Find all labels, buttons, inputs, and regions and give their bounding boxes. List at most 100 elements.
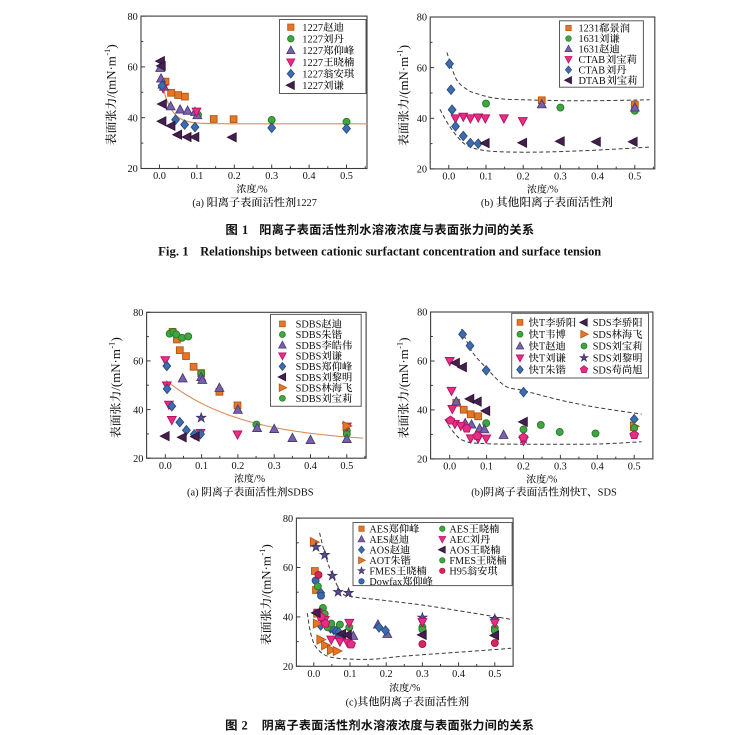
svg-text:SDBS: SDBS bbox=[296, 373, 322, 384]
svg-text:40: 40 bbox=[417, 406, 427, 417]
svg-text:): ) bbox=[104, 44, 118, 48]
svg-text:0.3: 0.3 bbox=[268, 461, 281, 472]
svg-text:T: T bbox=[539, 342, 546, 353]
svg-text:/%: /% bbox=[546, 475, 557, 486]
svg-text:0.4: 0.4 bbox=[591, 172, 604, 183]
svg-text:CTAB: CTAB bbox=[579, 66, 606, 77]
svg-text:1231: 1231 bbox=[579, 24, 600, 35]
svg-text:SDBS: SDBS bbox=[296, 394, 322, 405]
svg-text:40: 40 bbox=[283, 613, 293, 624]
svg-text:): ) bbox=[259, 544, 273, 548]
svg-text:/%: /% bbox=[409, 683, 420, 694]
svg-text:): ) bbox=[397, 337, 411, 341]
svg-text:H95: H95 bbox=[449, 566, 467, 577]
svg-text:(b): (b) bbox=[471, 488, 483, 499]
svg-text:FMES: FMES bbox=[369, 566, 396, 577]
svg-text:20: 20 bbox=[417, 165, 427, 176]
svg-text:AES: AES bbox=[369, 535, 389, 546]
svg-text:80: 80 bbox=[128, 12, 138, 23]
svg-text:40: 40 bbox=[133, 405, 143, 416]
svg-text:0.3: 0.3 bbox=[416, 669, 429, 680]
svg-text:0.0: 0.0 bbox=[153, 171, 166, 182]
svg-text:40: 40 bbox=[128, 113, 138, 124]
svg-text:T: T bbox=[539, 365, 546, 376]
svg-text:80: 80 bbox=[417, 308, 427, 319]
svg-text:60: 60 bbox=[417, 63, 427, 74]
svg-text:/(mN·m: /(mN·m bbox=[397, 349, 411, 391]
svg-text:1227: 1227 bbox=[302, 46, 323, 57]
svg-text:AOT: AOT bbox=[369, 556, 391, 567]
svg-text:60: 60 bbox=[417, 357, 427, 368]
svg-text:(a): (a) bbox=[192, 198, 204, 209]
svg-text:1227: 1227 bbox=[302, 35, 323, 46]
svg-text:(a): (a) bbox=[187, 488, 199, 499]
svg-text:Dowfax: Dowfax bbox=[369, 577, 402, 588]
svg-text:(b): (b) bbox=[481, 198, 494, 209]
svg-text:0.1: 0.1 bbox=[190, 171, 203, 182]
svg-text:60: 60 bbox=[128, 63, 138, 74]
svg-text:1227: 1227 bbox=[302, 69, 323, 80]
svg-text:0.4: 0.4 bbox=[304, 461, 317, 472]
svg-text:/(mN·m: /(mN·m bbox=[104, 56, 118, 98]
svg-text:0.2: 0.2 bbox=[228, 171, 241, 182]
svg-text:0.4: 0.4 bbox=[303, 171, 316, 182]
svg-text:SDS: SDS bbox=[598, 488, 617, 499]
svg-text:0.3: 0.3 bbox=[554, 172, 567, 183]
svg-text:80: 80 bbox=[133, 308, 143, 319]
svg-text:20: 20 bbox=[133, 454, 143, 465]
svg-text:SDBS: SDBS bbox=[288, 488, 314, 499]
svg-text:AOS: AOS bbox=[449, 545, 470, 556]
svg-text:Fig. 1: Fig. 1 bbox=[158, 244, 189, 258]
svg-text:): ) bbox=[109, 337, 123, 341]
svg-text:1631: 1631 bbox=[579, 34, 600, 45]
svg-text:1: 1 bbox=[242, 223, 248, 237]
svg-text:/%: /% bbox=[256, 184, 267, 195]
svg-text:DTAB: DTAB bbox=[579, 76, 606, 87]
svg-text:0.1: 0.1 bbox=[195, 461, 208, 472]
svg-text:0.4: 0.4 bbox=[452, 669, 465, 680]
svg-text:0.2: 0.2 bbox=[517, 462, 530, 473]
svg-text:0.1: 0.1 bbox=[344, 669, 357, 680]
svg-text:60: 60 bbox=[133, 357, 143, 368]
svg-text:/%: /% bbox=[547, 185, 558, 196]
svg-text:/(mN·m: /(mN·m bbox=[109, 349, 123, 391]
svg-text:0.2: 0.2 bbox=[231, 461, 244, 472]
svg-text:CTAB: CTAB bbox=[579, 55, 606, 66]
svg-text:0.5: 0.5 bbox=[340, 461, 353, 472]
svg-text:-1: -1 bbox=[258, 549, 267, 556]
svg-text:T: T bbox=[539, 354, 546, 365]
svg-text:1227: 1227 bbox=[302, 81, 323, 92]
svg-text:60: 60 bbox=[283, 563, 293, 574]
svg-text:0.0: 0.0 bbox=[442, 172, 455, 183]
svg-text:20: 20 bbox=[417, 455, 427, 466]
svg-text:AEC: AEC bbox=[449, 535, 470, 546]
svg-text:SDBS: SDBS bbox=[296, 383, 322, 394]
svg-text:0.2: 0.2 bbox=[380, 669, 393, 680]
svg-text:FMES: FMES bbox=[449, 556, 476, 567]
svg-text:T: T bbox=[581, 488, 588, 499]
svg-text:1227: 1227 bbox=[302, 23, 323, 34]
svg-text:/(mN·m: /(mN·m bbox=[259, 556, 273, 598]
svg-text:SDBS: SDBS bbox=[296, 320, 322, 331]
svg-text:SDS: SDS bbox=[593, 365, 612, 376]
svg-text:80: 80 bbox=[283, 514, 293, 525]
svg-text:-1: -1 bbox=[107, 342, 116, 349]
svg-text:/%: /% bbox=[254, 474, 265, 485]
svg-text:0.0: 0.0 bbox=[307, 669, 320, 680]
svg-text:AOS: AOS bbox=[369, 545, 390, 556]
svg-text:0.0: 0.0 bbox=[159, 461, 172, 472]
svg-text:SDBS: SDBS bbox=[296, 341, 322, 352]
svg-text:SDBS: SDBS bbox=[296, 362, 322, 373]
svg-text:0.5: 0.5 bbox=[628, 172, 641, 183]
svg-text:20: 20 bbox=[128, 164, 138, 175]
svg-text:SDS: SDS bbox=[593, 330, 612, 341]
svg-text:0.2: 0.2 bbox=[517, 172, 530, 183]
svg-text:80: 80 bbox=[417, 13, 427, 24]
svg-text:T: T bbox=[539, 318, 546, 329]
svg-text:40: 40 bbox=[417, 114, 427, 125]
svg-text:1631: 1631 bbox=[579, 45, 600, 56]
svg-text:SDS: SDS bbox=[593, 354, 612, 365]
svg-text:/(mN·m: /(mN·m bbox=[397, 57, 411, 99]
svg-text:0.5: 0.5 bbox=[488, 669, 501, 680]
svg-text:0.1: 0.1 bbox=[480, 172, 493, 183]
